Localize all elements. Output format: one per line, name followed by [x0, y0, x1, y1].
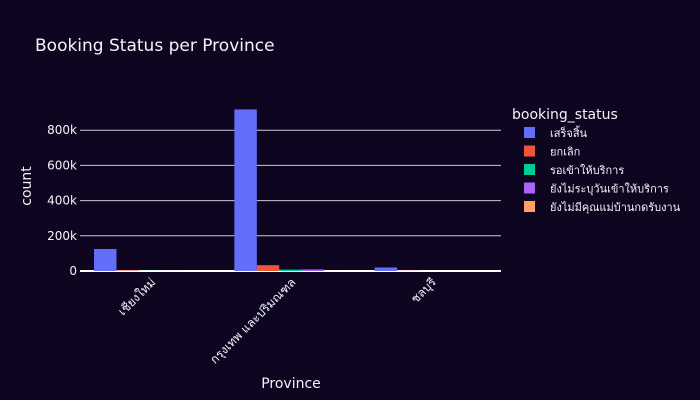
bar[interactable] [301, 269, 325, 271]
legend-label: ยกเลิก [550, 146, 580, 159]
bar[interactable] [94, 249, 117, 271]
bar[interactable] [279, 269, 302, 271]
bar[interactable] [374, 267, 398, 271]
bar[interactable] [234, 109, 257, 271]
legend-item[interactable]: เสร็จสิ้น [524, 125, 588, 140]
legend-label: เสร็จสิ้น [550, 125, 588, 140]
legend-title: booking_status [512, 107, 618, 123]
legend-swatch [524, 182, 535, 194]
bars [94, 109, 465, 271]
legend-item[interactable]: ยังไม่มีคุณแม่บ้านกดรับงาน [524, 201, 681, 214]
y-tick-label: 800k [47, 123, 77, 137]
legend-label: รอเข้าให้บริการ [550, 164, 624, 177]
bar[interactable] [256, 265, 280, 271]
y-tick-label: 400k [47, 194, 77, 208]
x-axis-ticks: เชียงใหม่ กรุงเทพ และปริมณฑล ชลบุรี [115, 275, 440, 368]
legend-item[interactable]: รอเข้าให้บริการ [524, 164, 624, 177]
legend-item[interactable]: ยังไม่ระบุวันเข้าให้บริการ [524, 182, 669, 196]
y-tick-label: 200k [47, 229, 77, 243]
x-tick-label: เชียงใหม่ [115, 275, 158, 318]
grid-lines [80, 129, 501, 272]
legend-label: ยังไม่ระบุวันเข้าให้บริการ [550, 183, 669, 196]
legend[interactable]: เสร็จสิ้นยกเลิกรอเข้าให้บริการยังไม่ระบุ… [524, 125, 681, 214]
x-tick-label: ชลบุรี [408, 275, 440, 307]
legend-swatch [524, 164, 535, 175]
bar[interactable] [116, 270, 139, 271]
x-axis-title: Province [261, 376, 321, 392]
x-tick-label: กรุงเทพ และปริมณฑล [207, 275, 299, 367]
y-tick-label: 0 [69, 264, 77, 278]
y-axis-ticks: 0 200k 400k 600k 800k [47, 123, 77, 278]
legend-label: ยังไม่มีคุณแม่บ้านกดรับงาน [550, 201, 681, 214]
legend-item[interactable]: ยกเลิก [524, 145, 580, 159]
legend-swatch [524, 145, 535, 157]
y-axis-title: count [19, 166, 35, 206]
y-tick-label: 600k [47, 158, 77, 172]
legend-swatch [524, 127, 535, 138]
legend-swatch [524, 201, 535, 212]
chart-title: Booking Status per Province [35, 36, 275, 56]
